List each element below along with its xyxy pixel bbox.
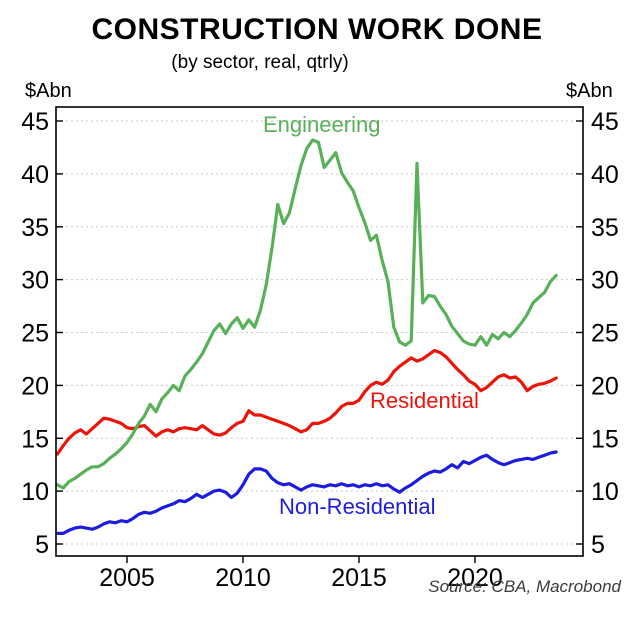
y-tick-label-right: 20	[591, 372, 619, 400]
y-tick-label-left: 40	[21, 161, 49, 189]
y-tick-label-left: 15	[21, 425, 49, 453]
series-label-non-residential: Non-Residential	[279, 494, 436, 519]
y-tick-label-right: 30	[591, 267, 619, 295]
x-tick-label: 2020	[447, 564, 503, 592]
y-tick-label-left: 10	[21, 478, 49, 506]
y-axis-unit-right: $Abn	[566, 80, 613, 102]
y-tick-label-right: 15	[591, 425, 619, 453]
series-label-residential: Residential	[370, 388, 479, 413]
y-axis-unit-left: $Abn	[25, 80, 72, 102]
y-tick-label-left: 20	[21, 372, 49, 400]
y-tick-label-right: 40	[591, 161, 619, 189]
chart-subtitle: (by sector, real, qtrly)	[171, 52, 349, 73]
series-lines	[55, 138, 558, 536]
y-tick-label-left: 35	[21, 214, 49, 242]
y-tick-label-left: 45	[21, 108, 49, 136]
y-tick-label-right: 45	[591, 108, 619, 136]
y-tick-label-left: 30	[21, 267, 49, 295]
source-attribution: Source: CBA, Macrobond	[428, 577, 621, 596]
x-tick-label: 2015	[331, 564, 387, 592]
page-title: CONSTRUCTION WORK DONE	[91, 13, 543, 46]
engineering-line	[55, 138, 558, 490]
y-tick-label-right: 35	[591, 214, 619, 242]
residential-line	[55, 348, 558, 456]
y-tick-label-left: 5	[35, 531, 49, 559]
y-tick-label-left: 25	[21, 320, 49, 348]
non-residential-line	[55, 450, 558, 536]
x-tick-label: 2005	[99, 564, 155, 592]
y-tick-label-right: 5	[591, 531, 605, 559]
series-label-engineering: Engineering	[263, 112, 381, 137]
y-tick-label-right: 25	[591, 320, 619, 348]
x-tick-label: 2010	[215, 564, 271, 592]
y-tick-label-right: 10	[591, 478, 619, 506]
plot-frame	[55, 106, 584, 563]
